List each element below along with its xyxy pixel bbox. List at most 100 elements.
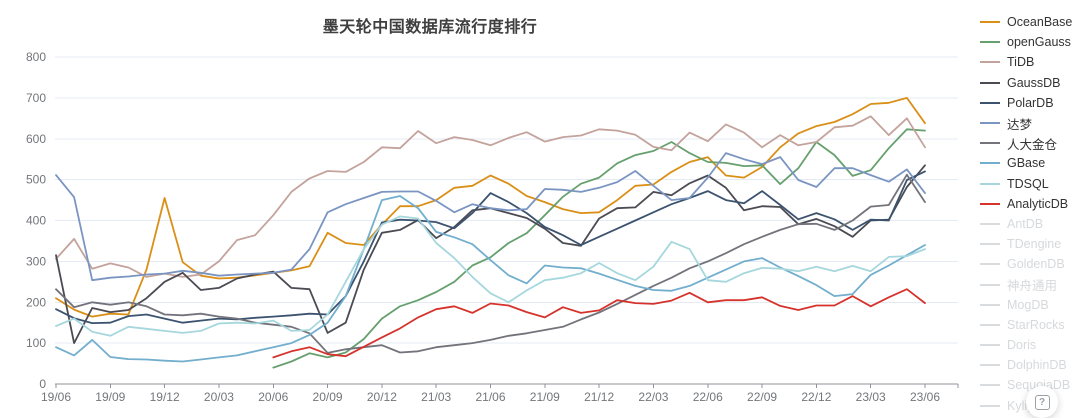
y-tick-label: 700: [26, 91, 46, 105]
x-tick-label: 23/06: [910, 390, 940, 404]
legend-line-swatch: [980, 263, 1000, 266]
legend-line-swatch: [980, 101, 1000, 104]
legend-label: GaussDB: [1007, 75, 1061, 90]
series-line-openGauss[interactable]: [272, 128, 926, 369]
x-tick-label: 23/03: [856, 390, 886, 404]
legend-label: 人大金仓: [1007, 137, 1058, 152]
legend-label: GBase: [1007, 156, 1046, 171]
series-line-GBase[interactable]: [55, 195, 926, 363]
y-tick-label: 300: [26, 254, 46, 268]
y-tick-label: 100: [26, 336, 46, 350]
legend-item-AntDB[interactable]: AntDB: [968, 214, 1080, 234]
y-tick-label: 800: [26, 50, 46, 64]
legend-line-swatch: [980, 303, 1000, 306]
legend-label: PolarDB: [1007, 95, 1054, 110]
legend-label: GoldenDB: [1007, 257, 1065, 272]
question-mark-icon: ?: [1034, 394, 1050, 410]
legend-item-TDSQL[interactable]: TDSQL: [968, 174, 1080, 194]
legend-item-PolarDB[interactable]: PolarDB: [968, 93, 1080, 113]
legend: OceanBase openGauss TiDB GaussDB PolarDB 达梦人大…: [968, 12, 1080, 416]
x-tick-label: 21/09: [530, 390, 560, 404]
legend-label: SequoiaDB: [1007, 378, 1070, 392]
legend-line-swatch: [980, 344, 1000, 347]
legend-label: openGauss: [1007, 35, 1071, 50]
legend-label: TiDB: [1007, 55, 1035, 70]
series-line-达梦[interactable]: [55, 152, 926, 282]
legend-line-swatch: [980, 21, 1000, 24]
x-tick-label: 20/03: [204, 390, 234, 404]
y-tick-label: 400: [26, 214, 46, 228]
legend-item-MogDB[interactable]: MogDB: [968, 295, 1080, 315]
legend-item-GaussDB[interactable]: GaussDB: [968, 73, 1080, 93]
x-tick-label: 20/09: [313, 390, 343, 404]
x-tick-label: 21/03: [421, 390, 451, 404]
legend-item-OceanBase[interactable]: OceanBase: [968, 12, 1080, 32]
legend-item-StarRocks[interactable]: StarRocks: [968, 315, 1080, 335]
legend-line-swatch: [980, 162, 1000, 165]
y-tick-label: 600: [26, 132, 46, 146]
legend-item-神舟通用[interactable]: 神舟通用: [968, 274, 1080, 294]
x-tick-label: 20/12: [367, 390, 397, 404]
legend-item-DolphinDB[interactable]: DolphinDB: [968, 355, 1080, 375]
legend-label: Doris: [1007, 338, 1037, 353]
x-tick-label: 21/06: [475, 390, 505, 404]
series-line-OceanBase[interactable]: [55, 97, 926, 318]
legend-label: DolphinDB: [1007, 358, 1067, 373]
legend-line-swatch: [980, 182, 1000, 185]
legend-item-人大金仓[interactable]: 人大金仓: [968, 133, 1080, 153]
legend-item-Kylige[interactable]: Kylige: [968, 396, 1080, 416]
legend-line-swatch: [980, 122, 1000, 125]
x-tick-label: 22/09: [747, 390, 777, 404]
y-tick-label: 200: [26, 295, 46, 309]
series-line-GaussDB[interactable]: [55, 164, 926, 344]
series-line-AnalyticDB[interactable]: [272, 288, 926, 359]
x-tick-label: 19/06: [41, 390, 71, 404]
legend-item-TDengine[interactable]: TDengine: [968, 234, 1080, 254]
legend-line-swatch: [980, 323, 1000, 326]
legend-label: OceanBase: [1007, 15, 1073, 30]
x-tick-label: 22/12: [801, 390, 831, 404]
legend-line-swatch: [980, 142, 1000, 145]
legend-line-swatch: [980, 404, 1000, 407]
legend-line-swatch: [980, 41, 1000, 44]
legend-label: 达梦: [1007, 117, 1033, 132]
legend-label: StarRocks: [1007, 317, 1065, 332]
legend-item-AnalyticDB[interactable]: AnalyticDB: [968, 194, 1080, 214]
legend-line-swatch: [980, 61, 1000, 64]
legend-item-GoldenDB[interactable]: GoldenDB: [968, 254, 1080, 274]
x-tick-label: 20/06: [258, 390, 288, 404]
legend-label: AnalyticDB: [1007, 196, 1069, 211]
help-button[interactable]: ?: [1026, 386, 1058, 418]
series-line-PolarDB[interactable]: [55, 170, 926, 324]
legend-item-SequoiaDB[interactable]: SequoiaDB: [968, 375, 1080, 395]
legend-line-swatch: [980, 222, 1000, 225]
legend-label: TDSQL: [1007, 176, 1049, 191]
legend-line-swatch: [980, 364, 1000, 367]
x-tick-label: 22/06: [693, 390, 723, 404]
legend-label: MogDB: [1007, 297, 1049, 312]
series-line-人大金仓[interactable]: [55, 173, 926, 354]
x-tick-label: 22/03: [638, 390, 668, 404]
legend-line-swatch: [980, 384, 1000, 387]
legend-label: 神舟通用: [1007, 279, 1058, 294]
x-tick-label: 19/09: [95, 390, 125, 404]
legend-item-Doris[interactable]: Doris: [968, 335, 1080, 355]
legend-label: TDengine: [1007, 237, 1062, 252]
legend-label: AntDB: [1007, 216, 1044, 231]
legend-item-GBase[interactable]: GBase: [968, 153, 1080, 173]
x-tick-label: 21/12: [584, 390, 614, 404]
legend-line-swatch: [980, 81, 1000, 84]
chart-title: 墨天轮中国数据库流行度排行: [322, 19, 538, 36]
y-tick-label: 500: [26, 173, 46, 187]
legend-item-达梦[interactable]: 达梦: [968, 113, 1080, 133]
legend-item-openGauss[interactable]: openGauss: [968, 32, 1080, 52]
legend-item-TiDB[interactable]: TiDB: [968, 52, 1080, 72]
legend-line-swatch: [980, 243, 1000, 246]
series-line-TiDB[interactable]: [55, 115, 926, 278]
legend-line-swatch: [980, 283, 1000, 286]
y-tick-label: 0: [39, 377, 46, 391]
x-tick-label: 19/12: [150, 390, 180, 404]
series-line-TDSQL[interactable]: [55, 215, 926, 337]
